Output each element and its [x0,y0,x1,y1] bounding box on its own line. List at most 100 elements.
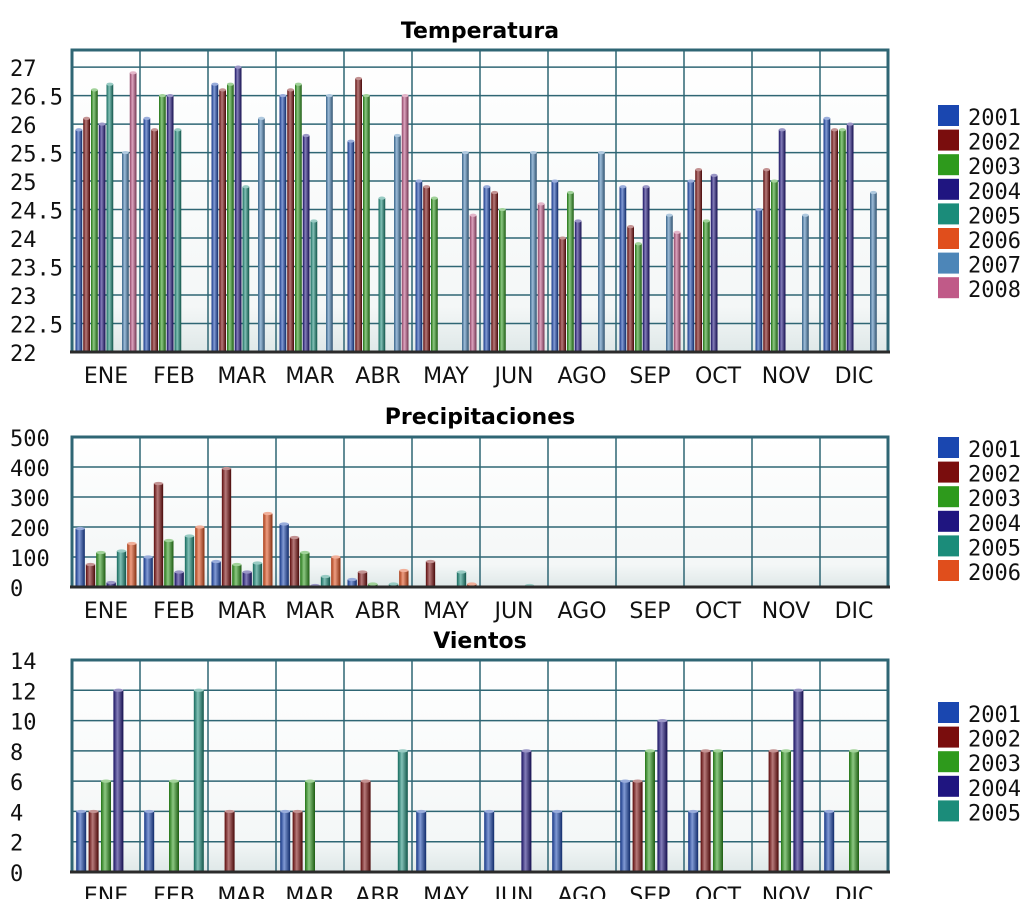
wind-bar-cap [360,779,371,783]
wind-bar-cap [688,809,699,814]
temperature-bar [234,67,242,353]
temperature-bar [287,89,294,353]
wind-xtick: ENE [84,884,128,899]
wind-bar [144,811,155,872]
temperature-xtick: JUN [492,364,533,389]
temperature-bar [703,220,710,352]
precipitation-bar-cap [85,562,96,567]
precipitation-bar-cap [242,570,252,574]
temperature-bar-cap [83,116,90,120]
temperature-bar-cap [687,179,695,183]
wind-bar-cap [552,809,563,814]
precipitation-xtick: SEP [629,599,670,624]
wind-bar [305,781,315,872]
wind-legend-label: 2003 [968,752,1021,777]
temperature-xtick: ABR [355,364,400,389]
precipitation-bar [300,552,310,587]
wind-ytick: 2 [10,832,23,857]
wind-bar-cap [793,688,804,692]
temperature-bar-cap [242,185,250,189]
wind-bar [280,811,291,872]
wind-bar-cap [144,809,155,814]
wind-bar [224,811,235,872]
temperature-bar [83,118,90,353]
temperature-bar-cap [673,230,681,234]
temperature-bar-cap [394,133,401,138]
temperature-bar-cap [98,122,106,126]
precipitation-bar-cap [467,582,477,586]
temperature-bar [483,186,491,352]
temperature-legend-label: 2008 [968,278,1021,303]
temperature-bar [347,141,355,352]
temperature-xtick: MAR [217,364,266,389]
temperature-bar [129,72,137,352]
wind-xtick: JUN [492,884,533,899]
temperature-bar [122,152,129,352]
temperature-bar [551,181,559,352]
temperature-bar-cap [574,219,582,223]
wind-legend-label: 2005 [968,801,1021,826]
wind-bar [713,750,723,872]
precipitation-bar-cap [211,559,221,564]
temperature-bar [642,186,650,352]
temperature-ytick: 26 [10,114,37,139]
temperature-bar-cap [310,219,318,223]
precipitation-legend-label: 2005 [968,536,1021,561]
precipitation-bar-cap [347,577,357,582]
temperature-bar [619,186,627,352]
precipitation-bar-cap [143,555,153,559]
wind-xtick: MAR [217,884,266,899]
temperature-bar [755,209,763,352]
wind-bar [416,811,427,872]
temperature-bar-cap [483,185,491,189]
precipitation-bar [116,551,127,587]
temperature-bar-cap [559,236,566,240]
precipitation-ytick: 500 [10,427,50,452]
wind-bar-cap [416,809,427,814]
wind-xtick: OCT [695,884,742,899]
temperature-bar-cap [666,213,673,217]
wind-bar [620,781,631,872]
temperature-bar [242,186,250,352]
temperature-legend-label: 2003 [968,155,1021,180]
wind-ytick: 4 [10,801,23,826]
temperature-bar-cap [778,128,786,132]
temperature-bar-cap [347,139,355,143]
precipitation-xtick: MAY [423,599,469,624]
temperature-legend-swatch [938,228,959,249]
temperature-bar [355,78,362,352]
wind-bar [101,781,111,872]
wind-bar [397,750,408,872]
precipitation-bar [320,576,331,587]
temperature-xtick: NOV [762,364,810,389]
wind-bar-cap [397,749,408,753]
precipitation-bar-cap [75,526,85,531]
temperature-bar [673,232,681,352]
precipitation-bar [106,582,116,587]
wind-bar-cap [849,749,859,753]
wind-bar [169,781,179,872]
temperature-bar-cap [287,88,294,92]
wind-bar [521,750,532,872]
temperature-bar-cap [710,173,718,177]
temperature-bar [75,129,83,352]
wind-bar-cap [113,688,124,692]
precipitation-bar-cap [127,541,137,546]
temperature-bar-cap [401,93,409,98]
temperature-bar-cap [530,150,537,155]
precipitation-xtick: MAR [217,599,266,624]
precipitation-bar-cap [252,561,263,565]
precipitation-bar [85,564,96,587]
wind-ytick: 0 [10,862,23,887]
wind-bar-cap [632,779,643,783]
temperature-bar-cap [462,150,469,155]
precipitation-bar-cap [279,522,289,526]
precipitation-bar-cap [232,562,242,567]
temperature-ytick: 22.5 [10,314,63,339]
temperature-bar [870,192,877,352]
precipitation-legend-swatch [938,510,959,532]
wind-bar-cap [700,749,711,753]
temperature-bar-cap [755,207,763,212]
temperature-legend-swatch [938,154,959,176]
